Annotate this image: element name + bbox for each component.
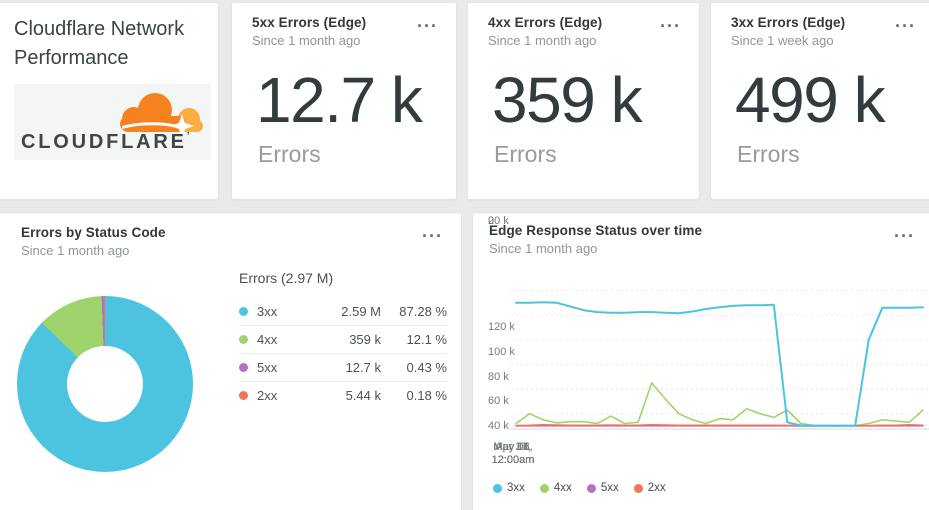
legend-label: 2xx	[647, 482, 666, 494]
legend-item-4xx[interactable]: 4xx	[539, 482, 572, 494]
logo-trademark: ’	[186, 131, 190, 142]
facet-label: 3xx	[257, 303, 278, 319]
more-menu-icon[interactable]: ···	[417, 16, 438, 36]
y-axis-tick: 100 k	[488, 346, 515, 358]
facet-table: Errors (2.97 M) 3xx 2.59 M 87.28 % 4xx 3…	[239, 270, 447, 409]
card-subtitle: Since 1 week ago	[731, 33, 834, 48]
facet-value: 2.59 M	[341, 303, 381, 319]
billboard-card-4xx: 4xx Errors (Edge) Since 1 month ago ··· …	[467, 2, 700, 200]
legend-label: 4xx	[553, 482, 572, 494]
y-axis-tick: 60 k	[488, 395, 509, 407]
card-title: Edge Response Status over time	[489, 223, 703, 238]
facet-value: 12.7 k	[345, 360, 381, 375]
facet-row-3xx[interactable]: 3xx 2.59 M 87.28 %	[239, 297, 447, 325]
donut-chart[interactable]	[17, 296, 193, 472]
facet-row-4xx[interactable]: 4xx 359 k 12.1 %	[239, 325, 447, 353]
line-chart-card: Edge Response Status over time Since 1 m…	[472, 212, 929, 510]
facet-percent: 87.28 %	[399, 303, 447, 319]
metric-unit-label: Errors	[258, 141, 321, 167]
line-chart-plot[interactable]	[473, 271, 929, 439]
card-subtitle: Since 1 month ago	[488, 33, 597, 48]
series-dot-4xx	[539, 483, 549, 493]
facet-value: 5.44 k	[345, 388, 381, 403]
chart-legend: 3xx 4xx 5xx 2xx	[493, 482, 666, 494]
legend-label: 3xx	[507, 482, 525, 494]
card-subtitle: Since 1 month ago	[489, 241, 598, 256]
more-menu-icon[interactable]: ···	[895, 16, 916, 36]
more-menu-icon[interactable]: ···	[660, 16, 681, 36]
donut-hole	[67, 346, 143, 422]
y-axis-tick: 120 k	[488, 321, 515, 333]
facet-percent: 12.1 %	[406, 332, 447, 347]
legend-item-2xx[interactable]: 2xx	[633, 482, 666, 494]
more-menu-icon[interactable]: ···	[894, 226, 915, 246]
card-title: 3xx Errors (Edge)	[731, 15, 846, 30]
cloudflare-logo: CLOUDFLARE’	[14, 84, 211, 160]
cloudflare-cloud-icon	[120, 93, 203, 138]
card-title: 5xx Errors (Edge)	[252, 15, 367, 30]
metric-unit-label: Errors	[737, 141, 800, 167]
series-dot-4xx	[239, 335, 248, 344]
card-title: Errors by Status Code	[21, 225, 166, 240]
x-axis-tick: May 15, 12:00am	[491, 441, 535, 466]
page-title: Cloudflare Network Performance	[14, 18, 185, 69]
x-axis-tick: Apr 17, 12:00am	[491, 441, 535, 466]
more-menu-icon[interactable]: ···	[422, 226, 443, 246]
legend-label: 5xx	[600, 482, 619, 494]
card-title: 4xx Errors (Edge)	[488, 15, 603, 30]
billboard-card-5xx: 5xx Errors (Edge) Since 1 month ago ··· …	[231, 2, 457, 200]
cloudflare-wordmark: CLOUDFLARE’	[21, 131, 190, 153]
card-subtitle: Since 1 month ago	[252, 33, 361, 48]
facet-table-header: Errors (2.97 M)	[239, 270, 334, 286]
facet-percent: 0.18 %	[406, 388, 447, 403]
y-axis-tick: 80 k	[488, 371, 509, 383]
series-dot-2xx	[239, 391, 248, 400]
metric-value: 359 k	[492, 64, 643, 136]
facet-label: 4xx	[257, 332, 278, 347]
x-axis-tick: May 08, 12:00am	[491, 441, 535, 466]
facet-row-2xx[interactable]: 2xx 5.44 k 0.18 %	[239, 381, 447, 409]
facet-label: 2xx	[257, 388, 278, 403]
y-axis-tick: 20 k	[488, 215, 509, 227]
metric-unit-label: Errors	[494, 141, 557, 167]
pie-chart-card: Errors by Status Code Since 1 month ago …	[0, 212, 462, 510]
x-axis-tick: May 01, 12:00am	[491, 441, 535, 466]
facet-label: 5xx	[257, 360, 278, 375]
facet-value: 359 k	[349, 332, 381, 347]
series-dot-5xx	[586, 483, 596, 493]
series-dot-5xx	[239, 363, 248, 372]
series-dot-3xx	[493, 483, 502, 493]
legend-item-3xx[interactable]: 3xx	[493, 482, 525, 494]
legend-item-5xx[interactable]: 5xx	[586, 482, 619, 494]
card-subtitle: Since 1 month ago	[21, 243, 130, 258]
series-line-2xx	[515, 424, 924, 427]
metric-value: 12.7 k	[256, 64, 423, 136]
metric-value: 499 k	[735, 64, 886, 136]
series-dot-3xx	[239, 306, 248, 316]
series-line-3xx	[515, 301, 924, 427]
y-axis-tick: 0	[488, 215, 495, 227]
x-axis-tick: Apr 24, 12:00am	[491, 441, 535, 466]
facet-row-5xx[interactable]: 5xx 12.7 k 0.43 %	[239, 353, 447, 381]
billboard-card-3xx: 3xx Errors (Edge) Since 1 week ago ··· 4…	[710, 2, 929, 200]
y-axis-tick: 40 k	[488, 420, 509, 432]
series-dot-2xx	[633, 483, 643, 493]
facet-percent: 0.43 %	[406, 360, 447, 375]
dashboard-title-card: Cloudflare Network Performance CLOUDFLAR…	[0, 2, 219, 200]
